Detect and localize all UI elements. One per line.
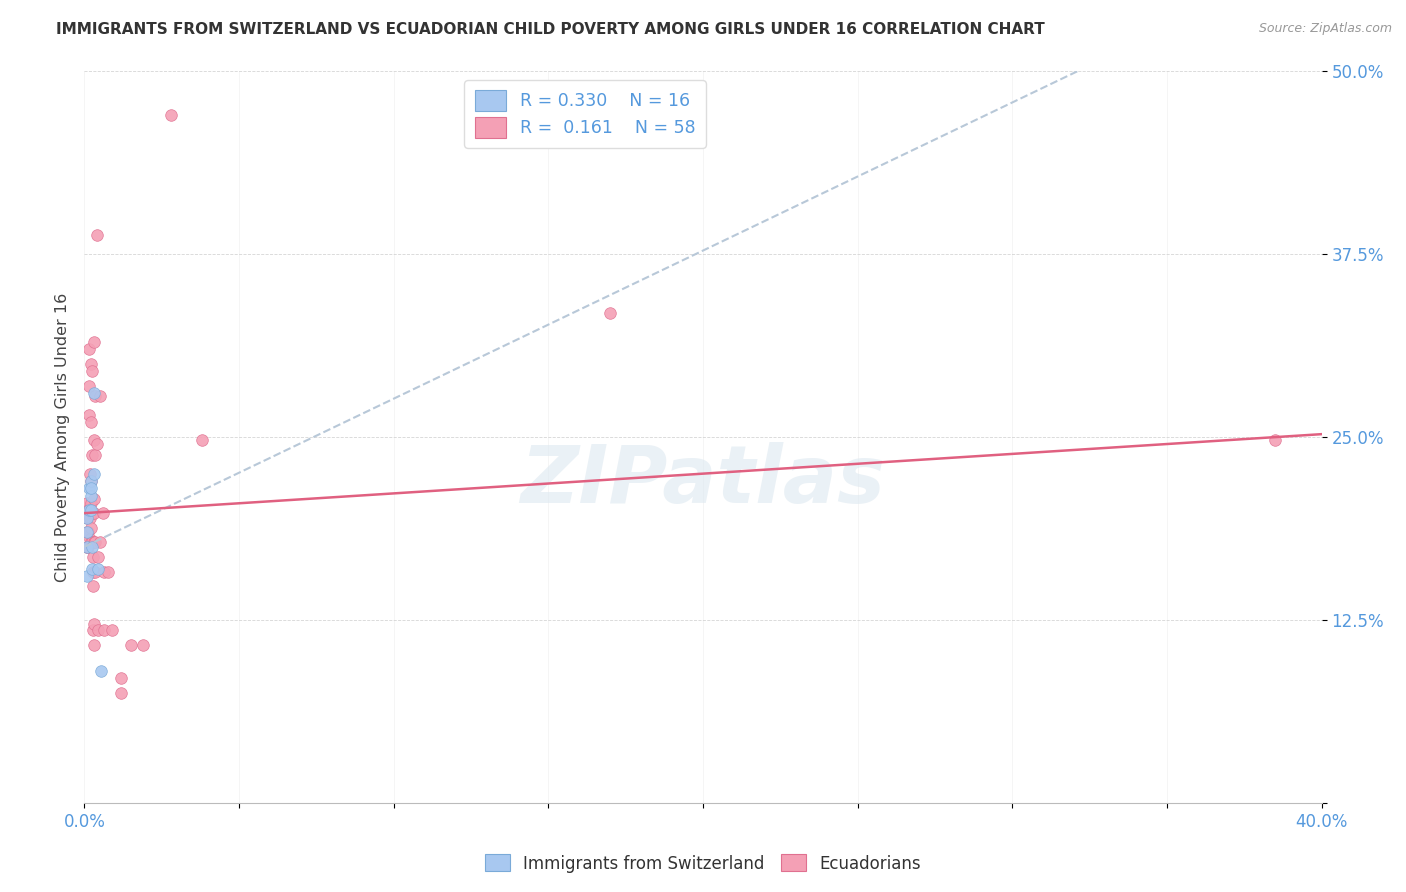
Point <box>82 549 104 564</box>
Point <box>86 228 108 243</box>
Point <box>77 379 100 393</box>
Point <box>83 617 105 632</box>
Point <box>79 474 101 488</box>
Point <box>79 533 101 547</box>
Point <box>83 506 105 520</box>
Point <box>82 535 104 549</box>
Point <box>76 540 98 554</box>
Point <box>89 535 111 549</box>
Point <box>599 306 621 320</box>
Y-axis label: Child Poverty Among Girls Under 16: Child Poverty Among Girls Under 16 <box>55 293 70 582</box>
Point <box>76 496 98 510</box>
Point <box>80 503 103 517</box>
Point <box>84 565 107 579</box>
Point <box>86 437 108 451</box>
Point <box>101 623 124 637</box>
Point <box>120 638 142 652</box>
Point <box>80 496 103 510</box>
Point <box>76 510 98 524</box>
Point <box>84 389 107 403</box>
Point <box>79 510 101 524</box>
Point <box>87 623 110 637</box>
Point <box>83 638 105 652</box>
Point <box>79 489 101 503</box>
Point <box>77 503 100 517</box>
Point <box>93 623 115 637</box>
Point <box>91 506 114 520</box>
Point <box>82 506 104 520</box>
Point <box>132 638 155 652</box>
Point <box>82 364 104 378</box>
Point <box>77 540 100 554</box>
Point <box>76 525 98 540</box>
Point <box>77 503 100 517</box>
Point <box>79 357 101 371</box>
Text: ZIPatlas: ZIPatlas <box>520 442 886 520</box>
Point <box>77 525 100 540</box>
Point <box>76 540 98 554</box>
Text: Source: ZipAtlas.com: Source: ZipAtlas.com <box>1258 22 1392 36</box>
Point <box>93 565 115 579</box>
Point <box>83 334 105 349</box>
Point <box>191 433 214 447</box>
Point <box>82 565 104 579</box>
Point <box>76 510 98 524</box>
Point <box>83 386 105 401</box>
Point <box>82 623 104 637</box>
Point <box>77 343 100 357</box>
Point <box>83 535 105 549</box>
Point <box>84 535 107 549</box>
Text: IMMIGRANTS FROM SWITZERLAND VS ECUADORIAN CHILD POVERTY AMONG GIRLS UNDER 16 COR: IMMIGRANTS FROM SWITZERLAND VS ECUADORIA… <box>56 22 1045 37</box>
Point <box>77 481 100 495</box>
Point <box>76 569 98 583</box>
Point <box>87 549 110 564</box>
Point <box>76 540 98 554</box>
Point <box>160 108 183 122</box>
Legend: R = 0.330    N = 16, R =  0.161    N = 58: R = 0.330 N = 16, R = 0.161 N = 58 <box>464 80 706 148</box>
Point <box>79 416 101 430</box>
Point <box>89 389 111 403</box>
Point <box>83 491 105 506</box>
Point <box>77 408 100 422</box>
Point <box>80 535 103 549</box>
Point <box>82 448 104 462</box>
Point <box>80 481 103 495</box>
Point <box>80 521 103 535</box>
Point <box>90 664 112 678</box>
Legend: Immigrants from Switzerland, Ecuadorians: Immigrants from Switzerland, Ecuadorians <box>478 847 928 880</box>
Point <box>79 474 101 488</box>
Point <box>82 579 104 593</box>
Point <box>83 467 105 481</box>
Point <box>110 672 132 686</box>
Point <box>110 686 132 700</box>
Point <box>83 433 105 447</box>
Point <box>84 448 107 462</box>
Point <box>1264 433 1286 447</box>
Point <box>87 562 110 576</box>
Point <box>79 467 101 481</box>
Point <box>96 565 118 579</box>
Point <box>82 540 104 554</box>
Point <box>82 562 104 576</box>
Point <box>76 525 98 540</box>
